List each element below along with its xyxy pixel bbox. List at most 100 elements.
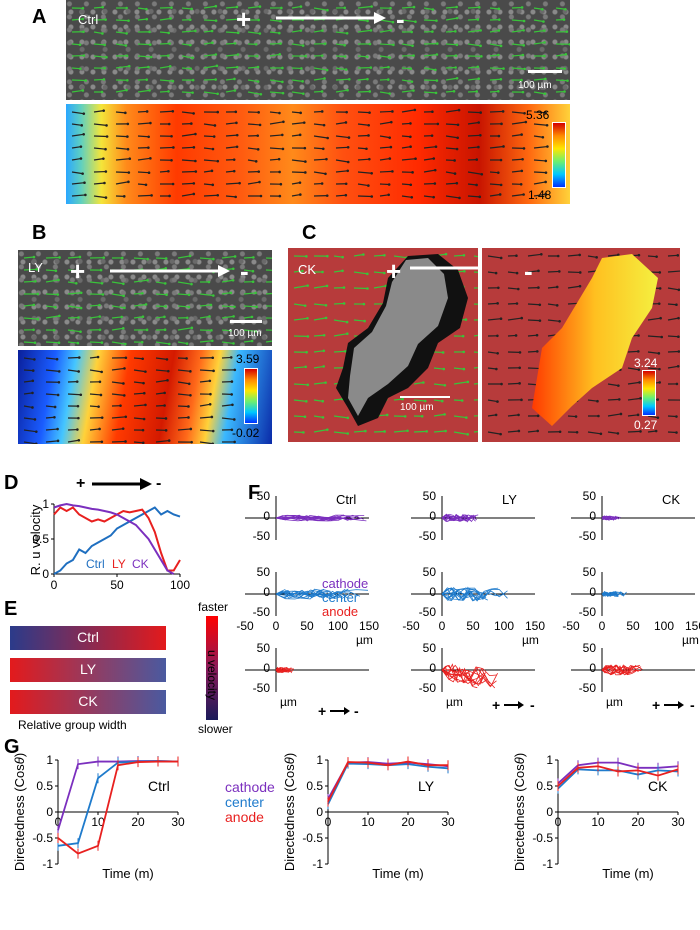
velocity-arrowhead bbox=[440, 399, 444, 403]
velocity-arrow bbox=[487, 318, 502, 321]
velocity-arrowhead bbox=[304, 54, 308, 58]
y-tick-label: 0 bbox=[429, 509, 436, 523]
velocity-arrowhead bbox=[144, 403, 147, 407]
velocity-arrow bbox=[291, 159, 306, 163]
velocity-arrowhead bbox=[57, 370, 61, 373]
velocity-arrowhead bbox=[637, 368, 641, 371]
velocity-arrowhead bbox=[213, 124, 217, 127]
velocity-arrowhead bbox=[464, 318, 468, 321]
trajectory bbox=[275, 514, 365, 520]
velocity-arrowhead bbox=[306, 335, 310, 338]
trajectory bbox=[275, 666, 291, 673]
y-tick-label: 1 bbox=[46, 753, 53, 767]
velocity-arrowhead bbox=[187, 293, 191, 297]
unit-label: µm bbox=[522, 633, 539, 647]
velocity-arrowhead bbox=[256, 65, 260, 69]
velocity-arrowhead bbox=[497, 53, 500, 57]
velocity-arrowhead bbox=[322, 365, 325, 368]
velocity-arrowhead bbox=[520, 6, 524, 9]
velocity-arrow bbox=[667, 303, 677, 306]
velocity-arrowhead bbox=[303, 146, 307, 150]
velocity-arrowhead bbox=[654, 429, 658, 433]
velocity-arrowhead bbox=[126, 122, 130, 126]
velocity-arrowhead bbox=[128, 157, 132, 161]
velocity-arrowhead bbox=[388, 56, 392, 59]
velocity-arrowhead bbox=[147, 146, 150, 149]
velocity-arrowhead bbox=[637, 350, 640, 353]
velocity-arrowhead bbox=[455, 5, 458, 9]
velocity-arrow bbox=[423, 169, 436, 173]
velocity-arrowhead bbox=[391, 110, 394, 113]
velocity-arrowhead bbox=[84, 79, 88, 82]
velocity-arrowhead bbox=[322, 333, 326, 337]
velocity-arrow bbox=[203, 183, 213, 186]
velocity-arrowhead bbox=[676, 364, 680, 368]
velocity-arrow bbox=[269, 53, 280, 57]
velocity-arrowhead bbox=[406, 429, 409, 433]
micrograph-ctrl: Ctrl + - 100 µm bbox=[66, 0, 570, 100]
ck-heatmap-image: - 3.24 0.27 bbox=[482, 248, 680, 442]
velocity-arrowhead bbox=[367, 134, 370, 137]
velocity-arrowhead bbox=[304, 171, 307, 174]
y-tick-label: 0 bbox=[42, 567, 49, 581]
velocity-arrow bbox=[291, 111, 301, 114]
trajectory bbox=[275, 588, 346, 597]
velocity-arrowhead bbox=[343, 6, 347, 10]
velocity-arrowhead bbox=[524, 120, 528, 124]
velocity-arrowhead bbox=[214, 53, 218, 56]
velocity-arrowhead bbox=[230, 428, 234, 432]
velocity-arrow bbox=[221, 255, 236, 259]
velocity-arrow bbox=[487, 255, 502, 259]
velocity-arrow bbox=[137, 157, 151, 161]
velocity-arrowhead bbox=[522, 193, 525, 196]
velocity-arrow bbox=[453, 415, 467, 419]
velocity-arrowhead bbox=[658, 381, 661, 384]
velocity-arrowhead bbox=[83, 181, 86, 184]
velocity-arrow bbox=[221, 341, 234, 345]
velocity-arrowhead bbox=[344, 350, 347, 353]
velocity-arrowhead bbox=[82, 112, 86, 115]
velocity-arrowhead bbox=[149, 157, 152, 160]
trajectory bbox=[441, 666, 497, 681]
velocity-arrow bbox=[269, 31, 280, 34]
velocity-arrowhead bbox=[299, 193, 302, 196]
velocity-arrowhead bbox=[326, 8, 329, 12]
y-tick-label: 50 bbox=[583, 641, 597, 655]
velocity-arrow bbox=[667, 335, 679, 338]
velocity-arrowhead bbox=[544, 111, 547, 114]
velocity-arrow bbox=[45, 416, 55, 419]
velocity-arrow bbox=[489, 145, 504, 149]
velocity-arrowhead bbox=[233, 89, 237, 92]
x-tick-label: 0 bbox=[51, 578, 58, 590]
legend-ly: LY bbox=[112, 557, 126, 571]
velocity-arrowhead bbox=[119, 404, 122, 407]
velocity-arrowhead bbox=[122, 294, 125, 298]
velocity-arrowhead bbox=[302, 431, 305, 434]
velocity-arrowhead bbox=[496, 171, 500, 174]
series-line-cathode bbox=[57, 760, 179, 831]
velocity-arrowhead bbox=[105, 124, 108, 127]
velocity-arrowhead bbox=[388, 136, 391, 139]
velocity-arrow bbox=[467, 43, 481, 47]
velocity-arrowhead bbox=[502, 67, 505, 70]
velocity-arrowhead bbox=[57, 380, 61, 384]
velocity-arrowhead bbox=[185, 357, 188, 360]
velocity-arrow bbox=[203, 194, 218, 197]
velocity-arrowhead bbox=[499, 317, 503, 320]
velocity-arrowhead bbox=[435, 79, 439, 82]
velocity-arrow bbox=[45, 315, 60, 319]
field-arrow-icon bbox=[276, 12, 386, 24]
velocity-arrow bbox=[313, 365, 324, 369]
velocity-arrow bbox=[313, 350, 324, 353]
velocity-arrowhead bbox=[343, 43, 346, 47]
velocity-arrowhead bbox=[125, 88, 128, 92]
velocity-arrow bbox=[533, 159, 546, 162]
velocity-arrow bbox=[511, 6, 523, 9]
velocity-arrowhead bbox=[564, 7, 567, 11]
velocity-arrow bbox=[133, 303, 147, 307]
velocity-arrowhead bbox=[279, 19, 282, 23]
velocity-arrowhead bbox=[326, 136, 329, 140]
velocity-arrow bbox=[489, 7, 499, 10]
velocity-arrow bbox=[413, 381, 424, 385]
velocity-arrow bbox=[511, 29, 524, 33]
